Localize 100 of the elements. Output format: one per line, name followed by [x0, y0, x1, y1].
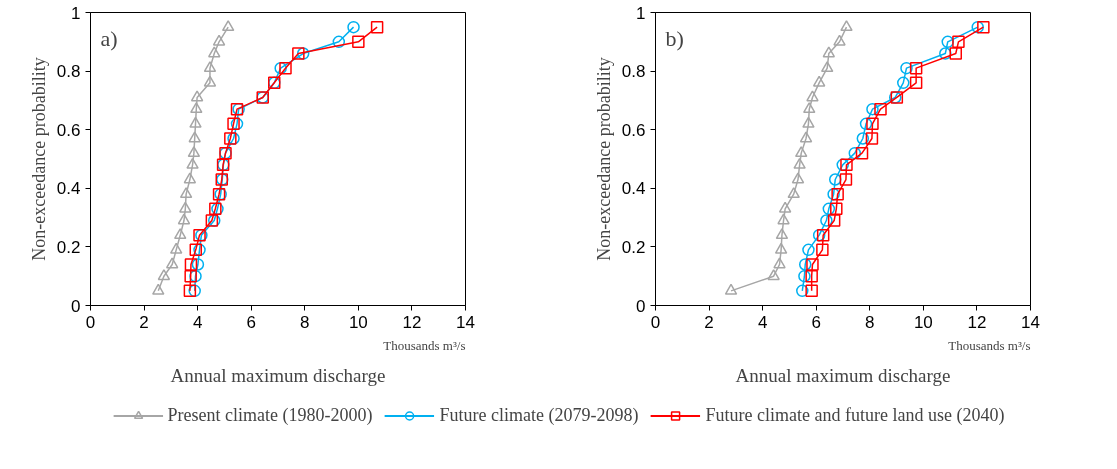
point: [820, 214, 833, 227]
point: [952, 35, 965, 49]
point: [805, 284, 818, 298]
point: [165, 257, 179, 269]
text: b): [665, 25, 684, 51]
point: [909, 61, 923, 75]
x-tick-label: 12: [967, 312, 987, 332]
point: [352, 35, 365, 49]
text: a): [100, 25, 118, 51]
point: [840, 20, 853, 32]
point: [347, 20, 360, 34]
point: [186, 157, 199, 169]
x-tick-label: 4: [192, 312, 203, 332]
point: [774, 242, 788, 254]
point: [191, 258, 205, 271]
point: [820, 61, 834, 73]
point: [169, 242, 183, 254]
point: [856, 132, 870, 145]
y-tick-label: 0.6: [56, 120, 81, 140]
point: [177, 213, 191, 225]
point: [203, 75, 217, 87]
point: [183, 284, 197, 298]
point: [822, 202, 836, 216]
y-tick-label: 1: [636, 3, 646, 23]
point: [791, 172, 805, 184]
point: [900, 61, 913, 75]
point: [157, 269, 171, 281]
text: Thousands m³/s: [948, 337, 1031, 353]
x-tick-label: 10: [913, 312, 933, 332]
point: [189, 243, 203, 257]
point: [803, 102, 816, 114]
point: [778, 201, 792, 213]
point: [767, 269, 780, 281]
y-tick-label: 0.4: [56, 179, 81, 199]
point: [812, 75, 826, 87]
point: [839, 173, 853, 186]
point: [777, 213, 790, 225]
y-tick-label: 0.8: [56, 62, 81, 82]
point: [831, 187, 844, 201]
x-tick-label: 0: [85, 312, 96, 332]
point: [859, 117, 873, 131]
point: [822, 46, 836, 58]
point: [816, 228, 830, 242]
point: [806, 258, 819, 271]
point: [179, 201, 192, 213]
point: [855, 146, 869, 160]
point: [897, 76, 910, 90]
legend-label: Future climate (2079-2098): [439, 404, 639, 426]
text: Thousands m³/s: [383, 337, 466, 353]
y-tick-label: 0.2: [621, 237, 646, 257]
point: [189, 116, 202, 128]
point: [805, 269, 818, 283]
y-axis-title: Non-exceedance probability: [28, 57, 49, 261]
point: [874, 102, 887, 116]
point: [812, 228, 826, 242]
y-axis-title: Non-exceedance probability: [593, 57, 614, 261]
x-tick-label: 6: [811, 312, 821, 332]
y-tick-label: 1: [71, 3, 81, 23]
point: [184, 258, 198, 271]
x-tick-label: 8: [300, 312, 310, 332]
point: [183, 172, 197, 184]
point: [187, 146, 201, 158]
point: [828, 173, 842, 186]
y-tick-label: 0: [636, 296, 646, 316]
point: [184, 269, 197, 283]
point: [977, 20, 990, 34]
point: [793, 157, 806, 169]
point: [816, 243, 829, 257]
point: [221, 20, 235, 32]
point: [833, 34, 846, 46]
point: [865, 132, 879, 145]
y-tick-label: 0: [71, 296, 81, 316]
x-tick-label: 2: [139, 312, 149, 332]
point: [909, 76, 923, 90]
point: [802, 243, 815, 257]
point: [190, 102, 203, 114]
point: [806, 90, 819, 102]
point: [866, 117, 879, 131]
legend-label: Future climate and future land use (2040): [705, 404, 1005, 426]
x-tick-label: 12: [402, 312, 422, 332]
point: [173, 228, 187, 240]
x-tick-label: 8: [865, 312, 875, 332]
point: [188, 284, 201, 298]
y-tick-label: 0.2: [56, 237, 81, 257]
point: [799, 131, 813, 143]
point: [208, 46, 221, 58]
point: [188, 131, 201, 143]
point: [296, 47, 310, 60]
point: [827, 214, 841, 227]
point: [230, 117, 244, 131]
x-tick-label: 6: [246, 312, 256, 332]
x-tick-label: 14: [456, 312, 475, 332]
point: [724, 283, 738, 295]
point: [939, 47, 952, 60]
point: [189, 269, 202, 283]
point: [798, 258, 812, 271]
x-axis-title: Annual maximum discharge: [170, 364, 386, 386]
point: [802, 116, 815, 128]
point: [190, 90, 204, 102]
x-tick-label: 0: [650, 312, 661, 332]
